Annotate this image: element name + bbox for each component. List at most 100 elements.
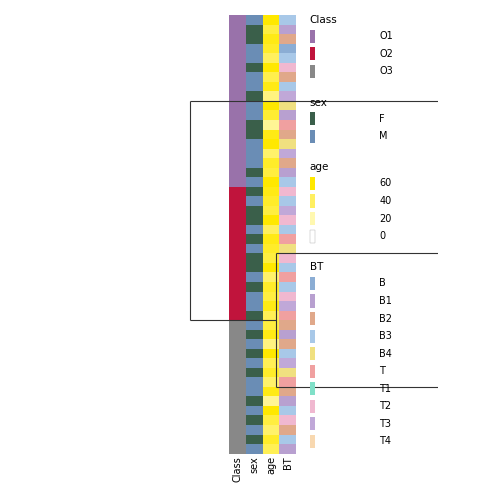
Bar [229, 282, 246, 291]
Bar [229, 310, 246, 320]
Bar [246, 215, 263, 225]
Bar [310, 65, 315, 78]
Bar [246, 301, 263, 310]
Bar [229, 244, 246, 254]
Bar [310, 47, 315, 60]
Bar [310, 400, 315, 413]
Text: B2: B2 [380, 313, 392, 324]
Bar [246, 339, 263, 349]
Bar [246, 358, 263, 368]
Bar [279, 254, 296, 263]
Text: Class: Class [233, 456, 242, 482]
Bar [279, 139, 296, 149]
Bar [279, 330, 296, 339]
Bar [263, 301, 279, 310]
Bar [279, 158, 296, 168]
Bar [229, 406, 246, 415]
Bar [263, 254, 279, 263]
Bar [279, 406, 296, 415]
Text: F: F [380, 113, 385, 123]
Bar [263, 91, 279, 101]
Bar [229, 34, 246, 44]
Bar [279, 82, 296, 91]
Bar [229, 434, 246, 444]
Bar [310, 294, 315, 307]
Bar [229, 158, 246, 168]
Bar [279, 310, 296, 320]
Bar [279, 387, 296, 397]
Bar [229, 291, 246, 301]
Bar [229, 444, 246, 454]
Bar [246, 291, 263, 301]
Bar [229, 15, 246, 25]
Bar [263, 244, 279, 254]
Bar [229, 186, 246, 196]
Bar [310, 312, 315, 325]
Bar [279, 415, 296, 425]
Bar [229, 101, 246, 110]
Text: T: T [380, 366, 385, 376]
Bar [246, 387, 263, 397]
Bar [229, 377, 246, 387]
Bar [279, 368, 296, 377]
Bar [263, 63, 279, 72]
Bar [279, 130, 296, 139]
Bar [263, 110, 279, 120]
Bar [263, 291, 279, 301]
Bar [279, 215, 296, 225]
Bar [246, 130, 263, 139]
Bar [229, 387, 246, 397]
Bar [279, 101, 296, 110]
Text: sex: sex [310, 98, 328, 107]
Bar [279, 186, 296, 196]
Bar [229, 120, 246, 130]
Text: O3: O3 [380, 66, 393, 76]
Text: 20: 20 [380, 214, 392, 224]
Bar [246, 415, 263, 425]
Bar [229, 53, 246, 63]
Bar [246, 254, 263, 263]
Bar [263, 177, 279, 186]
Bar [229, 25, 246, 34]
Bar [263, 320, 279, 330]
Bar [263, 186, 279, 196]
Bar [246, 320, 263, 330]
Text: T4: T4 [380, 436, 391, 447]
Bar [279, 397, 296, 406]
Bar [279, 206, 296, 215]
Bar [279, 377, 296, 387]
Bar [263, 377, 279, 387]
Bar [246, 196, 263, 206]
Bar [310, 364, 315, 377]
Text: B: B [380, 279, 386, 288]
Bar [229, 320, 246, 330]
Bar [229, 234, 246, 244]
Bar [279, 349, 296, 358]
Bar [310, 382, 315, 395]
Bar [279, 149, 296, 158]
Bar [229, 358, 246, 368]
Bar [246, 139, 263, 149]
Text: 60: 60 [380, 178, 392, 188]
Bar [310, 177, 315, 190]
Bar [263, 25, 279, 34]
Bar [246, 377, 263, 387]
Bar [229, 225, 246, 234]
Bar [279, 273, 296, 282]
Bar [279, 34, 296, 44]
Text: T1: T1 [380, 384, 391, 394]
Bar [246, 25, 263, 34]
Bar [310, 417, 315, 430]
Bar [246, 168, 263, 177]
Bar [263, 206, 279, 215]
Bar [246, 53, 263, 63]
Bar [263, 34, 279, 44]
Bar [246, 110, 263, 120]
Bar [263, 444, 279, 454]
Bar [310, 112, 315, 125]
Bar [263, 415, 279, 425]
Bar [246, 82, 263, 91]
Bar [229, 273, 246, 282]
Bar [229, 254, 246, 263]
Bar [229, 215, 246, 225]
